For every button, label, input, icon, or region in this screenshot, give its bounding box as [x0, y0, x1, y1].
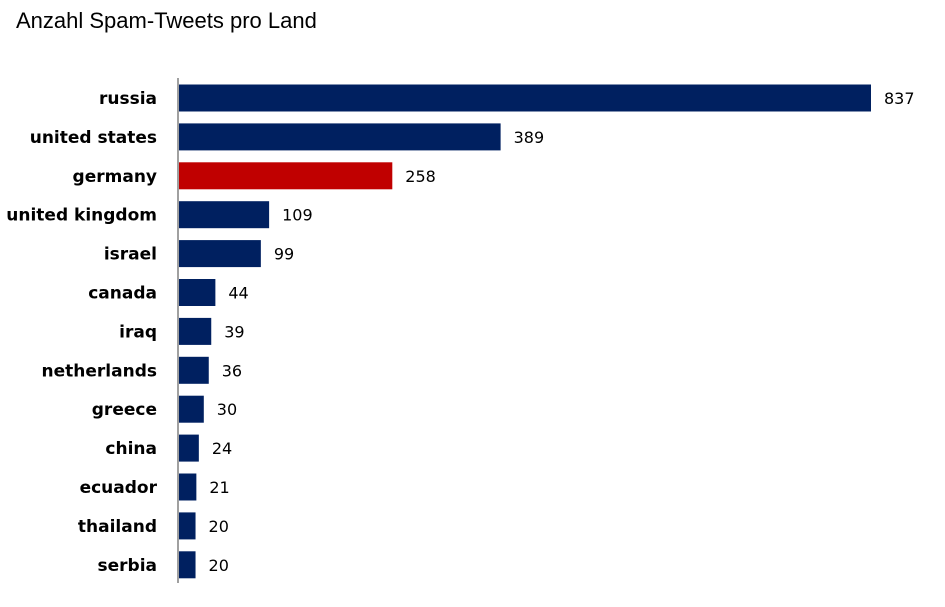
value-label: 20: [209, 556, 229, 575]
value-label: 20: [209, 517, 229, 536]
bar-russia: [179, 84, 871, 112]
bar-netherlands: [179, 356, 209, 384]
bar-china: [179, 434, 199, 462]
value-label: 258: [405, 167, 436, 186]
bars-layer: [179, 84, 871, 579]
bar-canada: [179, 279, 216, 306]
chart-title: Anzahl Spam-Tweets pro Land: [16, 8, 317, 33]
value-label: 44: [228, 284, 248, 303]
value-label: 36: [222, 361, 242, 380]
bar-ecuador: [179, 473, 197, 501]
value-label: 837: [884, 89, 915, 108]
category-label: greece: [92, 400, 157, 420]
category-label: netherlands: [42, 361, 157, 381]
bar-germany: [179, 162, 393, 190]
category-label: china: [105, 439, 157, 459]
category-label: thailand: [78, 517, 157, 537]
category-label: germany: [73, 167, 157, 187]
bar-israel: [179, 240, 261, 268]
bar-united-kingdom: [179, 201, 270, 229]
bar-greece: [179, 395, 204, 423]
bar-serbia: [179, 551, 196, 579]
category-label: united states: [30, 128, 157, 148]
category-label: russia: [99, 89, 157, 109]
category-label: iraq: [119, 322, 157, 342]
value-label: 99: [274, 245, 294, 264]
category-label: ecuador: [80, 478, 158, 498]
value-label: 39: [224, 322, 244, 341]
category-label: united kingdom: [6, 206, 157, 226]
value-label: 30: [217, 400, 237, 419]
value-label: 389: [514, 128, 545, 147]
category-label: serbia: [98, 556, 158, 576]
category-label: israel: [104, 245, 157, 265]
bar-iraq: [179, 317, 212, 345]
bar-thailand: [179, 512, 196, 540]
category-label: canada: [88, 284, 157, 304]
bar-united-states: [179, 123, 501, 151]
labels-layer: russia 837 united states 389 germany 258 unite…: [6, 89, 914, 576]
value-label: 24: [212, 439, 232, 458]
value-label: 109: [282, 206, 313, 225]
value-label: 21: [209, 478, 229, 497]
